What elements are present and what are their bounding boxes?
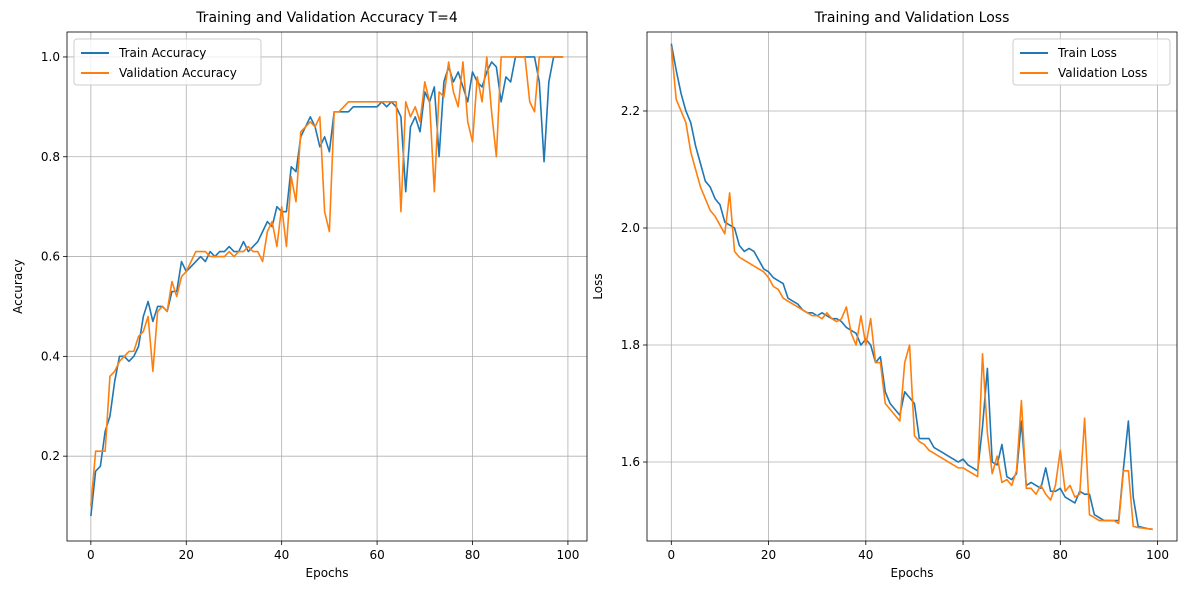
accuracy-legend-label-train: Train Accuracy <box>118 46 206 60</box>
loss-x-tick-label-4: 80 <box>1053 548 1068 562</box>
accuracy-x-tick-label-1: 20 <box>179 548 194 562</box>
loss-y-tick-label-0: 1.6 <box>621 455 640 469</box>
accuracy-line-validation <box>90 56 564 507</box>
accuracy-y-tick-label-2: 0.6 <box>41 250 60 264</box>
loss-x-ticks: 0 20 40 60 80 100 <box>667 541 1169 562</box>
accuracy-x-ticks: 0 20 40 60 80 100 <box>87 541 579 562</box>
loss-legend-box <box>1012 38 1171 86</box>
loss-y-ticks: 1.6 1.8 2.0 2.2 <box>621 104 647 469</box>
loss-plot-frame <box>646 31 1178 542</box>
accuracy-y-ticks: 0.2 0.4 0.6 0.8 1.0 <box>41 50 67 463</box>
accuracy-y-tick-label-3: 0.8 <box>41 150 60 164</box>
loss-grid <box>647 32 1177 541</box>
accuracy-legend-box <box>73 38 262 86</box>
loss-x-tick-label-2: 40 <box>858 548 873 562</box>
accuracy-legend-label-validation: Validation Accuracy <box>119 66 237 80</box>
accuracy-y-tick-label-0: 0.2 <box>41 449 60 463</box>
accuracy-x-axis-label: Epochs <box>306 566 349 580</box>
accuracy-chart-title: Training and Validation Accuracy T=4 <box>195 10 458 26</box>
accuracy-x-tick-label-3: 60 <box>369 548 384 562</box>
accuracy-chart: Training and Validation Accuracy T=4 0 20… <box>11 10 588 580</box>
loss-x-tick-label-3: 60 <box>955 548 970 562</box>
accuracy-x-tick-label-5: 100 <box>556 548 579 562</box>
loss-legend-label-train: Train Loss <box>1057 46 1117 60</box>
loss-x-tick-label-0: 0 <box>667 548 675 562</box>
loss-chart-title: Training and Validation Loss <box>814 10 1010 26</box>
accuracy-x-tick-label-4: 80 <box>465 548 480 562</box>
loss-y-axis-label: Loss <box>591 273 605 299</box>
loss-legend: Train Loss Validation Loss <box>1012 38 1171 86</box>
accuracy-legend: Train Accuracy Validation Accuracy <box>73 38 262 86</box>
loss-y-tick-label-2: 2.0 <box>621 221 640 235</box>
loss-chart: Training and Validation Loss 0 20 40 60 80 10… <box>591 10 1178 580</box>
accuracy-y-tick-label-1: 0.4 <box>41 349 60 363</box>
accuracy-x-tick-label-2: 40 <box>274 548 289 562</box>
accuracy-x-tick-label-0: 0 <box>87 548 95 562</box>
loss-y-tick-label-1: 1.8 <box>621 338 640 352</box>
loss-legend-label-validation: Validation Loss <box>1058 66 1147 80</box>
accuracy-plot-frame <box>66 31 588 542</box>
accuracy-grid <box>67 32 587 541</box>
loss-x-axis-label: Epochs <box>891 566 934 580</box>
loss-line-validation <box>670 46 1153 531</box>
loss-x-tick-label-5: 100 <box>1146 548 1169 562</box>
accuracy-series <box>90 56 564 517</box>
loss-y-tick-label-3: 2.2 <box>621 104 640 118</box>
loss-x-tick-label-1: 20 <box>761 548 776 562</box>
accuracy-y-axis-label: Accuracy <box>11 259 25 314</box>
loss-series <box>670 43 1153 531</box>
accuracy-y-tick-label-4: 1.0 <box>41 50 60 64</box>
